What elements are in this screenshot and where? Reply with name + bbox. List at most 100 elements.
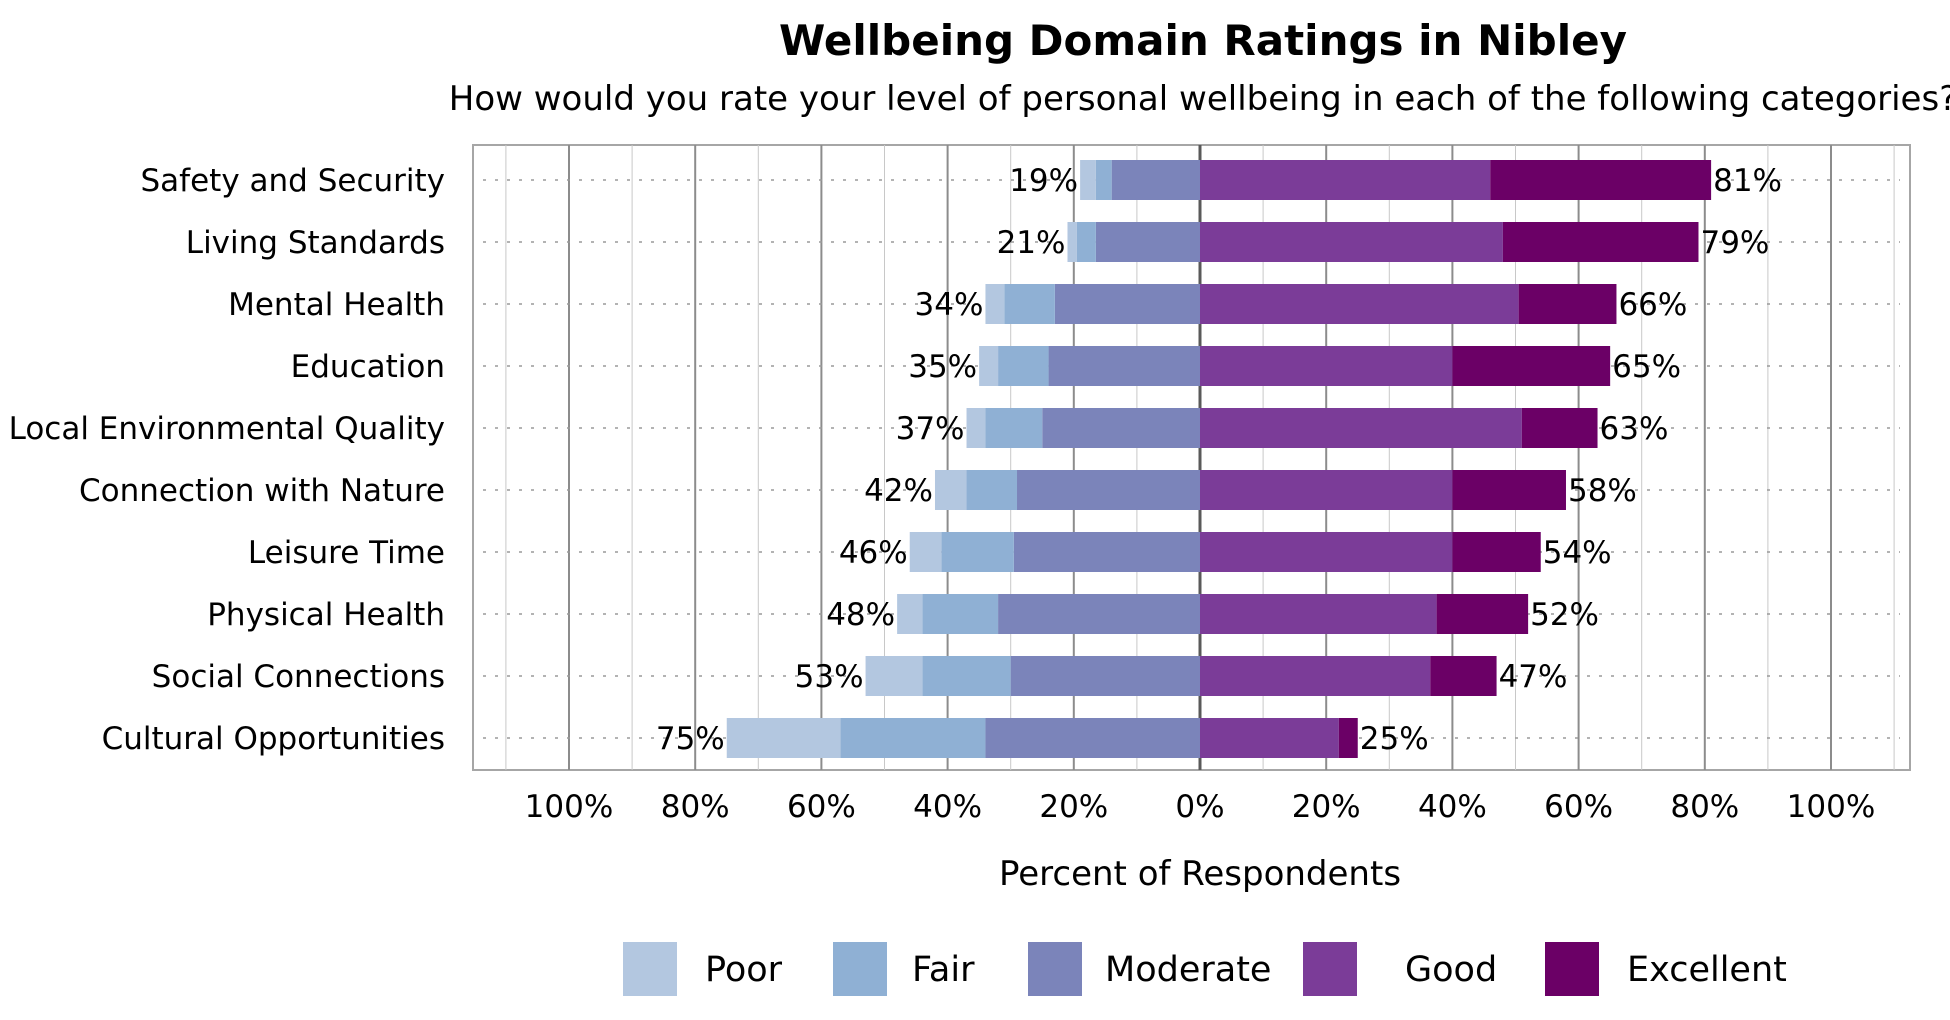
- bar-good: [1200, 718, 1339, 758]
- legend-swatch-excellent: [1545, 942, 1599, 996]
- category-label: Leisure Time: [248, 535, 445, 571]
- bar-poor: [1067, 222, 1077, 262]
- bar-moderate: [1095, 222, 1200, 262]
- legend-swatch-moderate: [1028, 942, 1082, 996]
- x-tick-label: 20%: [1039, 789, 1108, 825]
- positive-total-label: 52%: [1530, 597, 1599, 633]
- bar-excellent: [1436, 594, 1529, 634]
- bar-poor: [966, 408, 986, 448]
- category-label: Living Standards: [186, 225, 445, 261]
- bar-moderate: [1017, 470, 1200, 510]
- bar-poor: [985, 284, 1005, 324]
- bar-excellent: [1452, 470, 1566, 510]
- x-tick-label: 80%: [1670, 789, 1739, 825]
- bar-fair: [1095, 160, 1112, 200]
- bar-good: [1200, 222, 1503, 262]
- positive-total-label: 66%: [1618, 287, 1687, 323]
- bar-good: [1200, 160, 1491, 200]
- x-tick-label: 100%: [525, 789, 614, 825]
- x-tick-label: 60%: [787, 789, 856, 825]
- bar-excellent: [1452, 346, 1611, 386]
- legend-label-moderate: Moderate: [1105, 950, 1271, 990]
- bar-poor: [865, 656, 923, 696]
- bar-fair: [922, 656, 1011, 696]
- bar-moderate: [985, 718, 1200, 758]
- category-label: Mental Health: [228, 287, 445, 323]
- bar-moderate: [1042, 408, 1200, 448]
- bar-poor: [909, 532, 942, 572]
- bar-excellent: [1502, 222, 1699, 262]
- legend-label-poor: Poor: [705, 950, 783, 990]
- category-label: Connection with Nature: [79, 473, 445, 509]
- category-label: Education: [291, 349, 445, 385]
- positive-total-label: 54%: [1543, 535, 1612, 571]
- bar-fair: [840, 718, 986, 758]
- bar-poor: [897, 594, 923, 634]
- bar-fair: [922, 594, 999, 634]
- bar-moderate: [1010, 656, 1200, 696]
- bar-fair: [985, 408, 1043, 448]
- positive-total-label: 81%: [1713, 163, 1782, 199]
- label-layer: 100% 80% 60% 40% 20% 0% 20% 40% 60% 80% 100% Safety…: [9, 163, 1876, 825]
- negative-total-label: 42%: [864, 473, 933, 509]
- bar-poor: [934, 470, 967, 510]
- positive-total-label: 65%: [1612, 349, 1681, 385]
- legend-swatch-fair: [833, 942, 887, 996]
- bar-fair: [941, 532, 1014, 572]
- legend-label-fair: Fair: [912, 950, 975, 990]
- negative-total-label: 75%: [656, 721, 725, 757]
- positive-total-label: 79%: [1700, 225, 1769, 261]
- bar-poor: [726, 718, 841, 758]
- legend-swatch-good: [1303, 942, 1357, 996]
- bar-excellent: [1338, 718, 1358, 758]
- bar-moderate: [1054, 284, 1200, 324]
- bar-good: [1200, 284, 1519, 324]
- legend-label-excellent: Excellent: [1627, 950, 1787, 990]
- x-axis-title: Percent of Respondents: [999, 854, 1401, 894]
- bar-poor: [1080, 160, 1096, 200]
- x-tick-label: 60%: [1544, 789, 1613, 825]
- bar-moderate: [1013, 532, 1200, 572]
- bar-good: [1200, 408, 1522, 448]
- positive-total-label: 47%: [1499, 659, 1568, 695]
- negative-total-label: 35%: [908, 349, 977, 385]
- bar-moderate: [1048, 346, 1200, 386]
- bar-excellent: [1430, 656, 1497, 696]
- legend: Poor Fair Moderate Good Excellent: [623, 942, 1787, 996]
- category-label: Cultural Opportunities: [102, 721, 445, 757]
- negative-total-label: 34%: [915, 287, 984, 323]
- x-tick-label: 40%: [913, 789, 982, 825]
- legend-swatch-poor: [623, 942, 677, 996]
- bar-fair: [1004, 284, 1055, 324]
- plot-area: [472, 144, 1911, 771]
- bar-layer: [726, 160, 1712, 758]
- category-label: Local Environmental Quality: [9, 411, 445, 447]
- category-label: Social Connections: [152, 659, 445, 695]
- bar-fair: [966, 470, 1018, 510]
- positive-total-label: 25%: [1360, 721, 1429, 757]
- bar-good: [1200, 346, 1453, 386]
- bar-good: [1200, 532, 1453, 572]
- bar-good: [1200, 656, 1431, 696]
- x-tick-label: 40%: [1418, 789, 1487, 825]
- x-tick-label: 0%: [1175, 789, 1224, 825]
- positive-total-label: 63%: [1600, 411, 1669, 447]
- negative-total-label: 37%: [896, 411, 965, 447]
- bar-good: [1200, 594, 1437, 634]
- bar-moderate: [1111, 160, 1200, 200]
- category-label: Safety and Security: [141, 163, 446, 199]
- negative-total-label: 46%: [839, 535, 908, 571]
- bar-excellent: [1452, 532, 1541, 572]
- bar-excellent: [1521, 408, 1598, 448]
- positive-total-label: 58%: [1568, 473, 1637, 509]
- bar-good: [1200, 470, 1453, 510]
- bar-excellent: [1518, 284, 1617, 324]
- x-tick-label: 80%: [661, 789, 730, 825]
- chart-subtitle: How would you rate your level of persona…: [449, 79, 1950, 119]
- bar-poor: [979, 346, 999, 386]
- bar-fair: [1076, 222, 1096, 262]
- bar-moderate: [998, 594, 1200, 634]
- category-label: Physical Health: [207, 597, 445, 633]
